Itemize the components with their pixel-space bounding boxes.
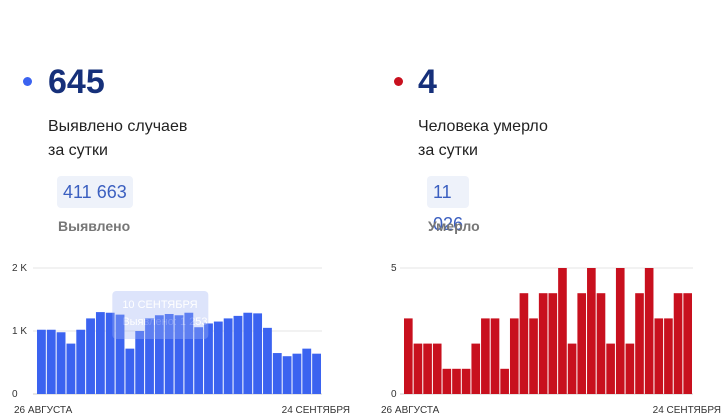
cases-tooltip-value: Выявлено: 1 253 (122, 316, 207, 328)
deaths-bar (548, 293, 558, 394)
deaths-bar (442, 368, 452, 394)
cases-bar (66, 343, 76, 394)
deaths-bar (558, 268, 567, 394)
deaths-marker-dot (394, 77, 403, 86)
cases-bar (145, 318, 154, 394)
deaths-bar (471, 343, 481, 394)
cases-bar (135, 331, 145, 394)
cases-tooltip-date: 10 СЕНТЯБРЯ (122, 299, 197, 311)
cases-y-tick-label: 1 K (12, 326, 27, 337)
cases-tooltip: 10 СЕНТЯБРЯ Выявлено: 1 253 (112, 291, 209, 339)
deaths-bar (529, 318, 538, 394)
cases-bar (174, 315, 184, 394)
deaths-y-tick-label: 5 (391, 263, 397, 274)
cases-bar (37, 329, 46, 394)
deaths-bar (625, 343, 635, 394)
deaths-bar (500, 368, 509, 394)
deaths-bar (404, 318, 413, 394)
cases-description-line2: за сутки (48, 142, 108, 159)
cases-bar (302, 348, 312, 394)
deaths-bar (673, 293, 683, 394)
cases-bar (213, 321, 223, 394)
deaths-bar (519, 293, 529, 394)
cases-bar (56, 332, 66, 394)
cases-bar (46, 329, 56, 394)
deaths-bar (635, 293, 644, 394)
cases-x-start-label: 26 АВГУСТА (14, 405, 73, 416)
cases-bar (125, 348, 135, 394)
charts-area: 0 1 K 2 K 26 АВГУСТА 24 СЕНТЯБРЯ 10 СЕНТЯБРЯ В… (12, 263, 721, 416)
cases-description: Выявлено случаев за сутки (48, 115, 268, 163)
cases-bar (243, 312, 253, 394)
cases-total-badge: 411 663 (57, 176, 133, 208)
cases-bar (105, 312, 115, 394)
deaths-bar (452, 368, 461, 394)
cases-bar (272, 353, 282, 394)
cases-tooltip-box (112, 291, 209, 339)
deaths-bar (567, 343, 577, 394)
deaths-bar (509, 318, 519, 394)
deaths-bar (683, 293, 692, 394)
deaths-bar (481, 318, 490, 394)
cases-bar (223, 318, 233, 394)
cases-bar (194, 327, 204, 394)
deaths-bar (587, 268, 596, 394)
cases-count: 645 (48, 63, 105, 101)
cases-bar (233, 315, 243, 394)
deaths-bar (664, 318, 673, 394)
cases-total-label: Выявлено (58, 218, 131, 234)
deaths-description: Человека умерло за сутки (418, 115, 638, 163)
cases-bar (95, 312, 105, 394)
deaths-bar (577, 293, 587, 394)
deaths-bar (644, 268, 654, 394)
cases-chart: 0 1 K 2 K 26 АВГУСТА 24 СЕНТЯБРЯ 10 СЕНТЯБРЯ В… (12, 263, 350, 416)
cases-bar (115, 314, 125, 394)
deaths-total-label: Умерло (428, 218, 480, 234)
deaths-count: 4 (418, 63, 437, 101)
deaths-description-line1: Человека умерло (418, 118, 548, 135)
cases-bar (154, 315, 164, 394)
deaths-bar (538, 293, 548, 394)
cases-bar (282, 356, 292, 394)
deaths-y-tick-label: 0 (391, 389, 397, 400)
cases-bar (204, 323, 213, 394)
deaths-bar (423, 343, 432, 394)
cases-bar (76, 329, 86, 394)
deaths-x-end-label: 24 СЕНТЯБРЯ (653, 405, 721, 416)
cases-bar (263, 327, 272, 394)
deaths-x-start-label: 26 АВГУСТА (381, 405, 440, 416)
deaths-chart: 0 5 26 АВГУСТА 24 СЕНТЯБРЯ (381, 263, 721, 416)
cases-bar (164, 313, 174, 394)
deaths-description-line2: за сутки (418, 142, 478, 159)
cases-y-tick-label: 0 (12, 389, 18, 400)
cases-description-line1: Выявлено случаев (48, 118, 188, 135)
deaths-bar (596, 293, 606, 394)
deaths-bar (654, 318, 664, 394)
cases-panel: 645 Выявлено случаев за сутки 411 663 Вы… (23, 63, 268, 234)
cases-bar (86, 318, 95, 394)
deaths-total-badge: 11 026 (427, 176, 470, 234)
cases-bar (253, 313, 263, 394)
deaths-bar (490, 318, 500, 394)
deaths-bar (432, 343, 442, 394)
deaths-panel: 4 Человека умерло за сутки 11 026 Умерло (394, 63, 548, 234)
cases-y-tick-label: 2 K (12, 263, 27, 274)
deaths-bar (615, 268, 625, 394)
cases-bar (292, 353, 302, 394)
cases-bar (184, 312, 194, 394)
cases-marker-dot (23, 77, 32, 86)
cases-bar (312, 353, 321, 394)
deaths-bar (461, 368, 471, 394)
cases-x-end-label: 24 СЕНТЯБРЯ (282, 405, 350, 416)
deaths-bar (413, 343, 423, 394)
deaths-bar (606, 343, 615, 394)
